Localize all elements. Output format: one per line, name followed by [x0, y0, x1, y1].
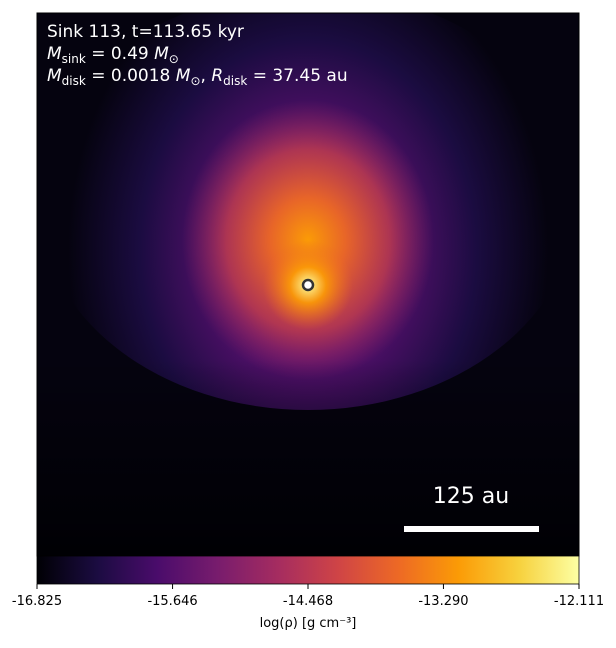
tick-label: -13.290: [418, 594, 468, 609]
annotation-part: sink: [62, 52, 86, 66]
tick-label: -16.825: [12, 594, 62, 609]
annotation-part: = 0.0018: [86, 66, 176, 86]
density-map: [37, 13, 579, 556]
annotation: Mdisk = 0.0018 M⊙, Rdisk = 37.45 au: [47, 66, 348, 88]
tick-label: -12.111: [554, 594, 604, 609]
annotation-part: M: [47, 44, 62, 64]
annotation: Sink 113, t=113.65 kyr: [47, 22, 244, 42]
annotation-part: ⊙: [169, 52, 179, 66]
annotation-part: M: [154, 44, 169, 64]
annotation-part: = 0.49: [86, 44, 154, 64]
annotation-part: ⊙: [190, 74, 200, 88]
tick-label: -15.646: [147, 594, 197, 609]
annotation-part: disk: [62, 74, 86, 88]
sink-marker: [301, 278, 315, 292]
annotation-part: Sink 113, t=113.65 kyr: [47, 22, 244, 42]
annotation-part: M: [47, 66, 62, 86]
colorbar-label: log(ρ) [g cm⁻³]: [260, 616, 357, 631]
annotation-part: = 37.45 au: [247, 66, 347, 86]
annotation-part: R: [211, 66, 223, 86]
annotation-part: ,: [201, 66, 212, 86]
colorbar-ticks: -16.825 -15.646 -14.468 -13.290 -12.111: [12, 584, 604, 609]
tick-label: -14.468: [283, 594, 333, 609]
scale-bar: [404, 526, 539, 532]
annotation-part: disk: [223, 74, 247, 88]
scale-bar-label: 125 au: [433, 484, 509, 509]
annotation: Msink = 0.49 M⊙: [47, 44, 179, 66]
annotation-part: M: [176, 66, 191, 86]
colorbar: [36, 555, 580, 585]
